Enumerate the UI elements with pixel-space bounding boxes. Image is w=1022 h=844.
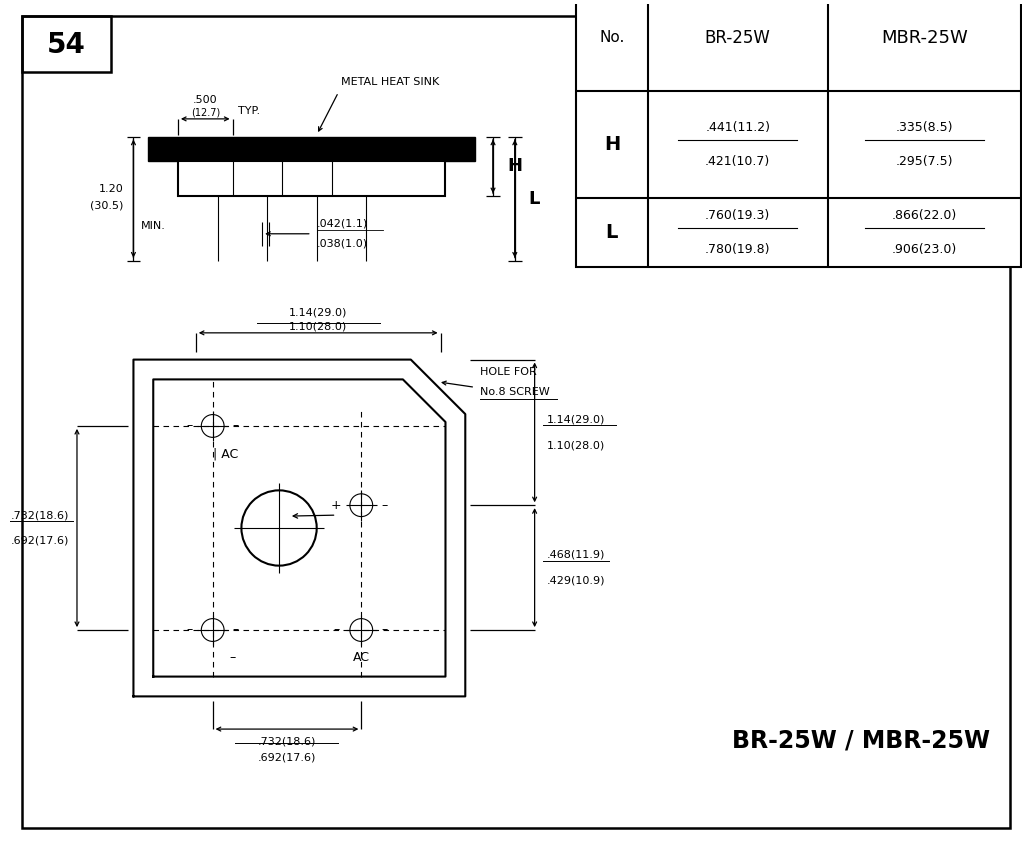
Text: | AC: | AC (213, 447, 238, 460)
Text: No.: No. (599, 30, 624, 45)
Text: .780(19.8): .780(19.8) (705, 243, 771, 256)
Text: TYP.: TYP. (238, 106, 261, 116)
Text: –: – (229, 652, 236, 664)
Text: (12.7): (12.7) (191, 108, 220, 118)
Text: .429(10.9): .429(10.9) (547, 576, 605, 586)
Text: .692(17.6): .692(17.6) (10, 536, 69, 546)
Text: –: – (381, 624, 387, 636)
Text: .441(11.2): .441(11.2) (705, 122, 771, 134)
Text: H: H (507, 158, 522, 176)
Text: BR-25W: BR-25W (705, 29, 771, 46)
Text: –: – (333, 624, 339, 636)
Text: BR-25W / MBR-25W: BR-25W / MBR-25W (733, 729, 990, 753)
Text: –: – (233, 624, 239, 636)
Text: .732(18.6): .732(18.6) (10, 510, 69, 520)
Text: 1.14(29.0): 1.14(29.0) (547, 414, 605, 425)
Text: –: – (381, 499, 387, 511)
Text: MIN.: MIN. (141, 221, 167, 231)
Text: +: + (331, 499, 341, 511)
Text: .038(1.0): .038(1.0) (317, 239, 368, 249)
Text: HOLE FOR: HOLE FOR (480, 367, 537, 377)
Bar (148, 137, 475, 161)
Text: L: L (528, 190, 540, 208)
Text: .500: .500 (193, 95, 218, 105)
Bar (576, 0, 1021, 268)
Text: –: – (233, 419, 239, 432)
Text: .906(23.0): .906(23.0) (892, 243, 957, 256)
Text: No.8 SCREW: No.8 SCREW (480, 387, 550, 398)
Text: MBR-25W: MBR-25W (881, 29, 968, 46)
Text: .866(22.0): .866(22.0) (892, 209, 957, 223)
Text: (30.5): (30.5) (90, 201, 124, 210)
Text: .295(7.5): .295(7.5) (895, 155, 954, 168)
Text: .760(19.3): .760(19.3) (705, 209, 771, 223)
Bar (21, 16, 110, 73)
Text: .335(8.5): .335(8.5) (895, 122, 954, 134)
Text: 1.10(28.0): 1.10(28.0) (289, 322, 347, 332)
Text: L: L (606, 224, 618, 242)
Text: 54: 54 (47, 30, 86, 58)
Text: 1.14(29.0): 1.14(29.0) (289, 308, 347, 318)
Text: AC: AC (354, 652, 370, 664)
Bar (178, 161, 446, 196)
Text: .468(11.9): .468(11.9) (547, 549, 605, 560)
Text: 1.20: 1.20 (99, 184, 124, 194)
Text: .692(17.6): .692(17.6) (258, 753, 316, 763)
Text: –: – (186, 419, 192, 432)
Text: METAL HEAT SINK: METAL HEAT SINK (341, 78, 439, 87)
Text: .421(10.7): .421(10.7) (705, 155, 771, 168)
Text: .042(1.1): .042(1.1) (317, 219, 368, 229)
Text: 1.10(28.0): 1.10(28.0) (547, 441, 605, 451)
Text: H: H (604, 135, 620, 154)
Text: .732(18.6): .732(18.6) (258, 736, 316, 746)
Text: –: – (186, 624, 192, 636)
